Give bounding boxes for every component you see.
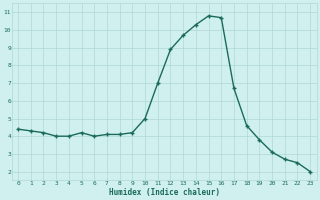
X-axis label: Humidex (Indice chaleur): Humidex (Indice chaleur) — [108, 188, 220, 197]
